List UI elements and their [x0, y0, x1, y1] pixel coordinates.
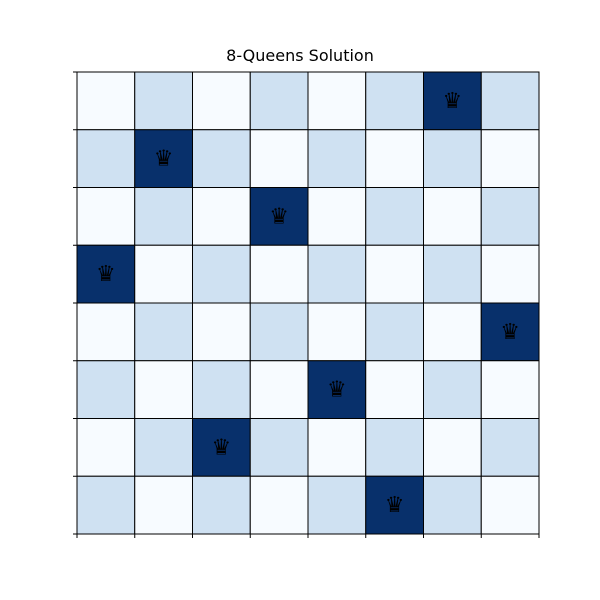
- board-square-queen: [307, 360, 367, 419]
- board-square: [192, 302, 251, 362]
- board-square: [134, 187, 193, 246]
- board-square: [134, 418, 193, 477]
- board-square: [365, 129, 424, 188]
- board-square: [307, 187, 367, 246]
- board-square-queen: [365, 475, 424, 535]
- board-square: [192, 129, 251, 188]
- board-square: [192, 71, 251, 131]
- queen-icon: ♛: [96, 262, 116, 287]
- board-square: [423, 360, 482, 419]
- board-square: [249, 244, 309, 304]
- board-square: [192, 475, 251, 535]
- board-square-queen: [480, 302, 540, 362]
- board-square: [480, 418, 540, 477]
- board-square: [480, 71, 540, 131]
- board-square: [249, 418, 309, 477]
- board-square: [249, 129, 309, 188]
- board-square: [134, 302, 193, 362]
- board-square: [249, 475, 309, 535]
- queen-icon: ♛: [212, 435, 232, 460]
- board-square: [423, 187, 482, 246]
- board-square: [307, 129, 367, 188]
- board-square: [365, 418, 424, 477]
- board-square: [423, 418, 482, 477]
- queen-icon: ♛: [269, 204, 289, 229]
- board-square: [76, 475, 136, 535]
- board-square: [249, 302, 309, 362]
- board-square: [307, 302, 367, 362]
- board-square: [365, 360, 424, 419]
- board-square: [480, 244, 540, 304]
- board-square: [76, 302, 136, 362]
- board-square: [423, 475, 482, 535]
- board-square-queen: [192, 418, 251, 477]
- board-square: [192, 244, 251, 304]
- board-square: [307, 71, 367, 131]
- board-square: [192, 360, 251, 419]
- board-square: [480, 475, 540, 535]
- board-square: [76, 418, 136, 477]
- board-square: [134, 71, 193, 131]
- queen-icon: ♛: [385, 493, 405, 518]
- board-square: [480, 360, 540, 419]
- board-square: [134, 475, 193, 535]
- queen-icon: ♛: [154, 147, 174, 172]
- chart-title: 8-Queens Solution: [226, 46, 374, 65]
- queen-icon: ♛: [500, 320, 520, 345]
- board-square: [480, 129, 540, 188]
- board-square: [76, 360, 136, 419]
- board-square: [249, 360, 309, 419]
- board-square: [134, 360, 193, 419]
- queen-icon: ♛: [443, 89, 463, 114]
- board-square: [307, 418, 367, 477]
- board-square: [365, 71, 424, 131]
- board-square: [365, 244, 424, 304]
- board-square: [423, 244, 482, 304]
- board-square: [307, 244, 367, 304]
- board-square: [423, 129, 482, 188]
- board-square: [365, 187, 424, 246]
- board-square: [423, 302, 482, 362]
- board-square: [76, 129, 136, 188]
- board-square: [249, 71, 309, 131]
- board-square: [76, 71, 136, 131]
- board-square: [480, 187, 540, 246]
- board-square: [307, 475, 367, 535]
- queen-icon: ♛: [327, 378, 347, 403]
- board-square: [365, 302, 424, 362]
- board-square: [76, 187, 136, 246]
- board-square: [192, 187, 251, 246]
- board-square: [134, 244, 193, 304]
